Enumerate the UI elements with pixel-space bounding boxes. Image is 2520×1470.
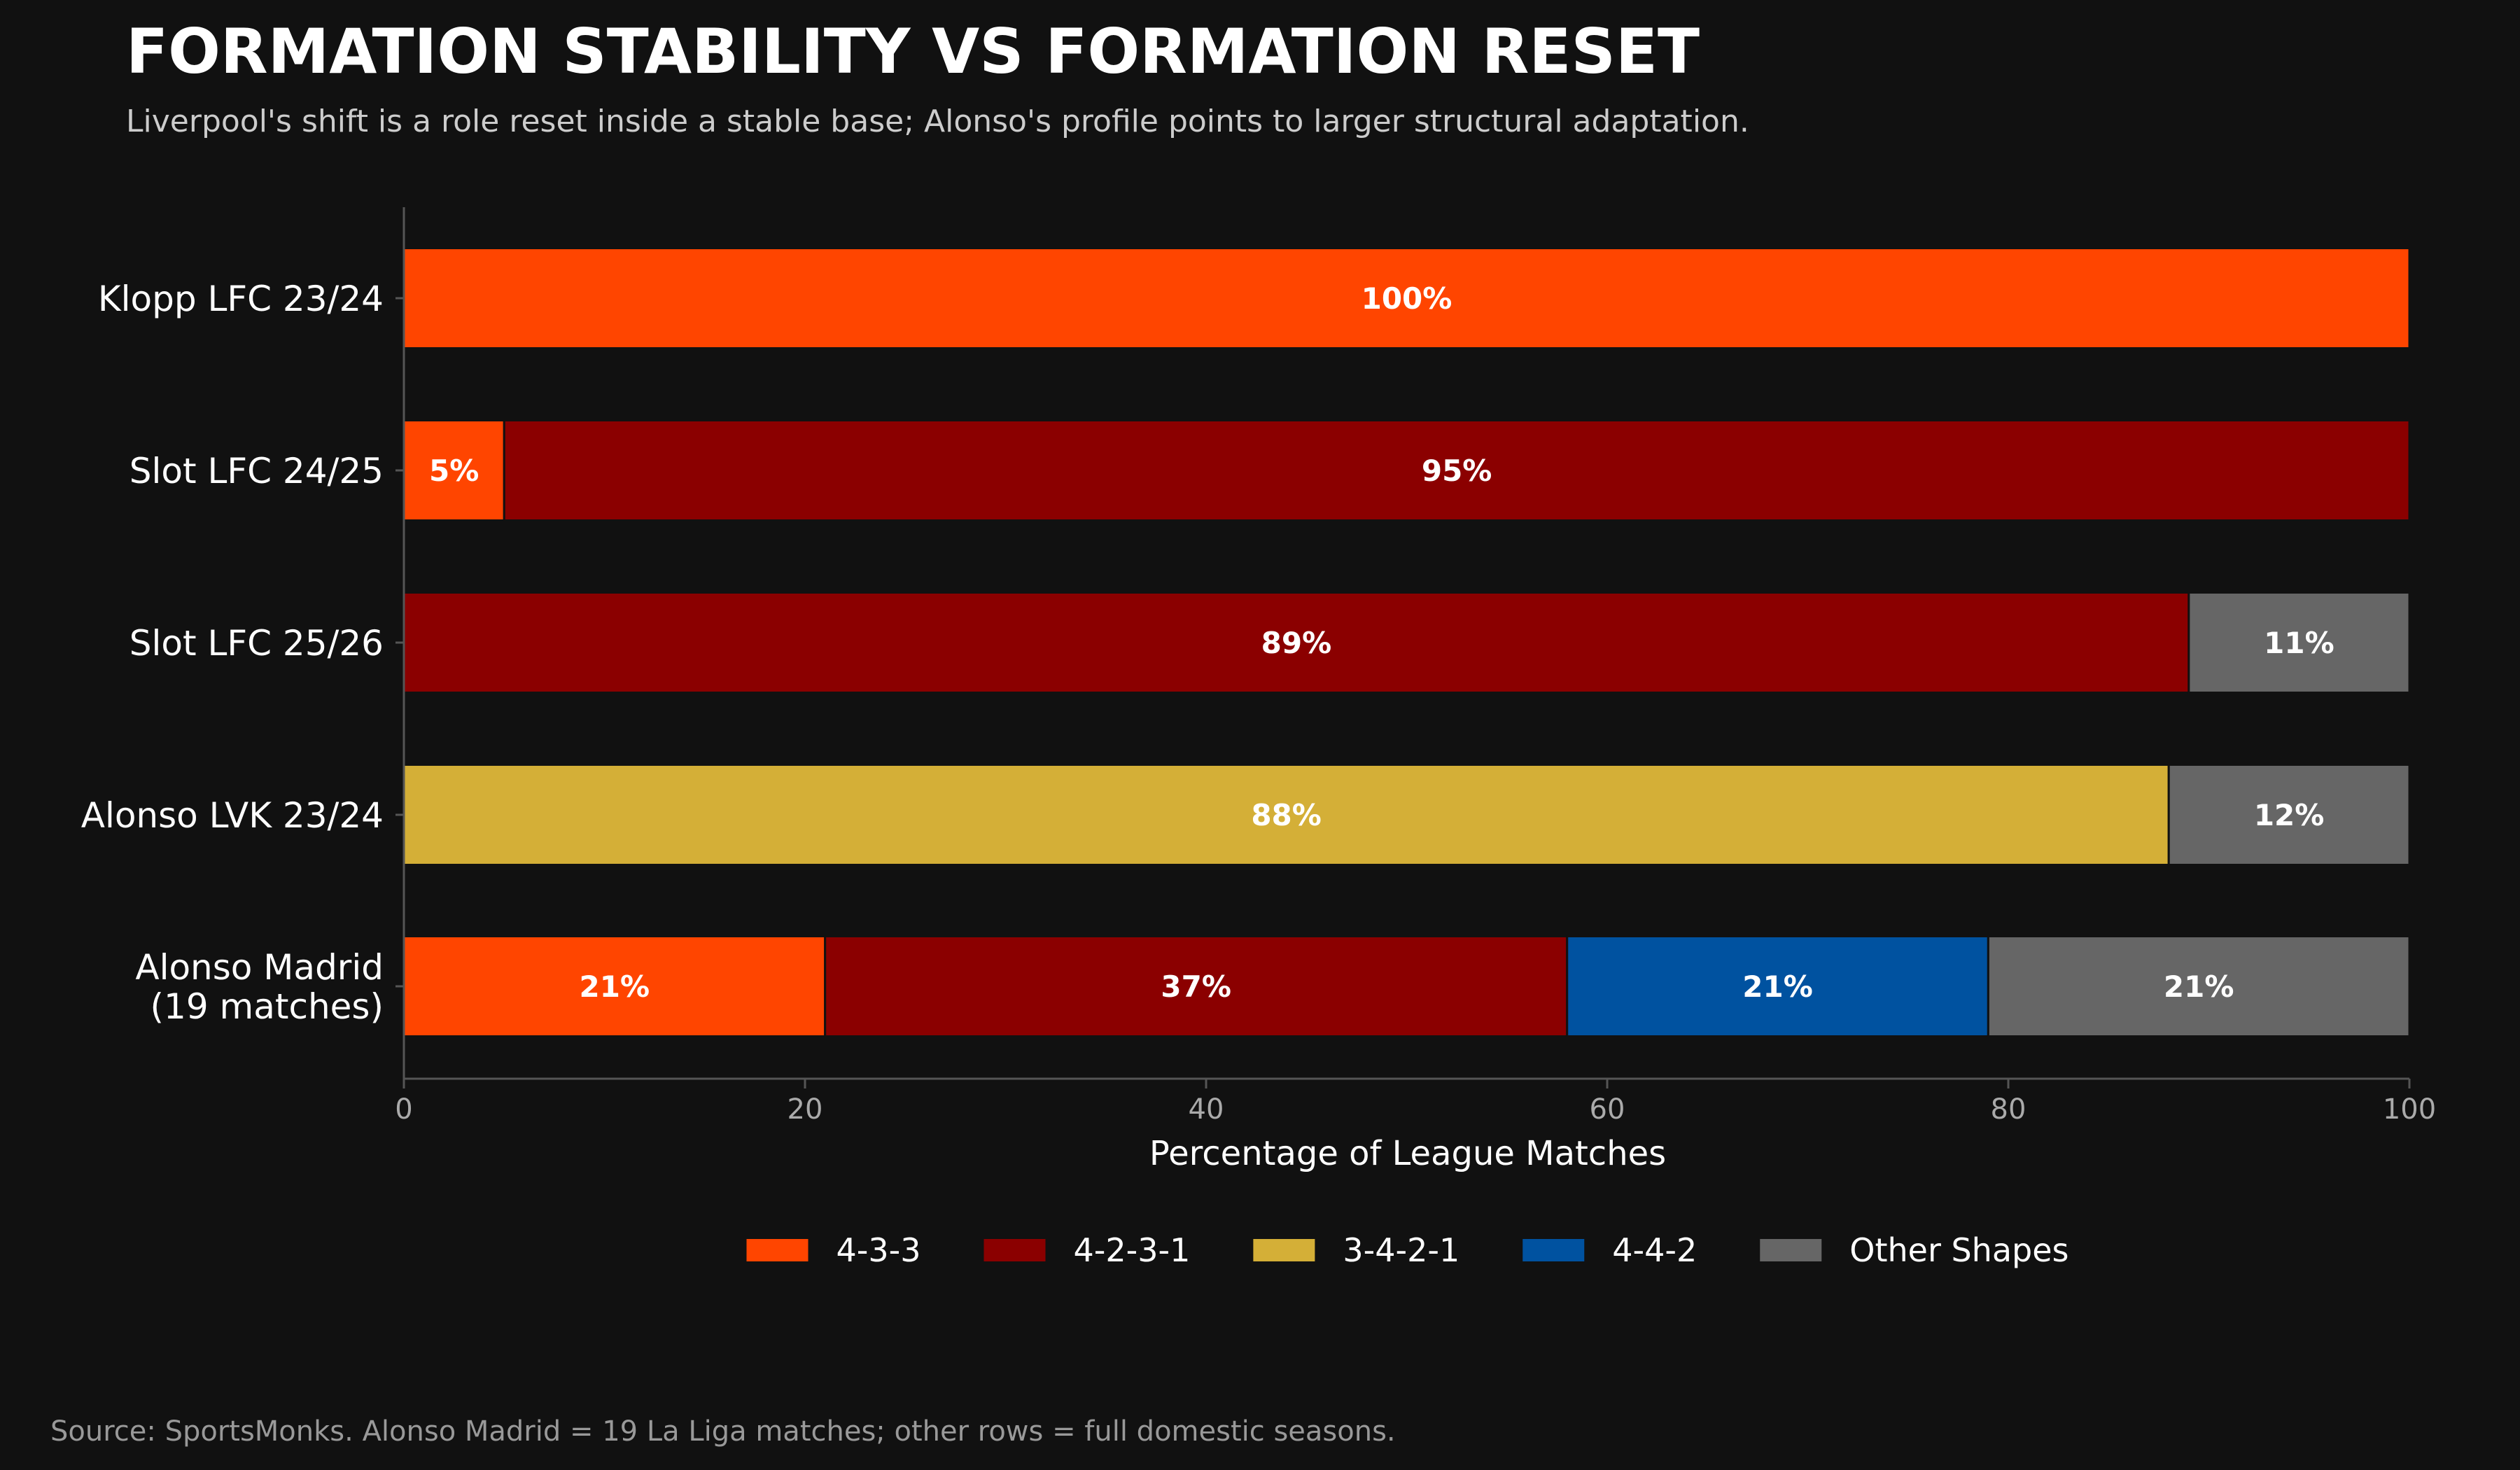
legend-swatch	[1522, 1239, 1585, 1261]
bar-value-label: 21%	[1742, 969, 1813, 1004]
x-axis: 0 20 40 60 80 100	[395, 1077, 2436, 1126]
legend-swatch	[983, 1239, 1046, 1261]
category-label: Alonso Madrid	[135, 947, 384, 988]
legend-swatch	[1253, 1239, 1315, 1261]
bar-value-label: 89%	[1261, 626, 1332, 660]
x-tick-label: 60	[1590, 1093, 1625, 1126]
bar-value-label: 21%	[580, 969, 650, 1004]
legend-label: 4-3-3	[836, 1231, 921, 1269]
bars-layer	[402, 247, 2411, 1037]
bar-segment	[503, 419, 2411, 522]
bar-segment	[402, 247, 2411, 349]
legend-label: 4-2-3-1	[1074, 1231, 1191, 1269]
bar-value-label: 11%	[2264, 626, 2334, 660]
source-note: Source: SportsMonks. Alonso Madrid = 19 …	[50, 1415, 1396, 1448]
legend-label: 3-4-2-1	[1343, 1231, 1460, 1269]
legend-label: 4-4-2	[1612, 1231, 1697, 1269]
bar-segment	[402, 764, 2170, 866]
bar-value-label: 12%	[2254, 798, 2325, 832]
legend-swatch	[1760, 1239, 1822, 1261]
category-label: Alonso LVK 23/24	[81, 795, 384, 836]
category-label: (19 matches)	[150, 986, 384, 1027]
x-tick-label: 40	[1189, 1093, 1224, 1126]
bar-value-label: 95%	[1422, 454, 1492, 488]
bar-value-label: 5%	[429, 454, 479, 488]
bar-value-label: 21%	[2164, 969, 2234, 1004]
x-tick-label: 80	[1991, 1093, 2026, 1126]
data-labels-layer: 100% 5% 95% 89% 11% 88% 12% 21% 37% 21% 21%	[429, 281, 2334, 1004]
bar-segment	[824, 935, 1569, 1037]
y-axis: Klopp LFC 23/24 Slot LFC 24/25 Slot LFC 25…	[81, 207, 405, 1079]
bar-segment	[2188, 592, 2411, 694]
chart-title: FORMATION STABILITY VS FORMATION RESET	[126, 15, 1700, 88]
bar-segment	[402, 592, 2190, 694]
bar-segment	[2167, 764, 2411, 866]
category-label: Klopp LFC 23/24	[98, 279, 384, 319]
bar-segment	[1987, 935, 2411, 1037]
bar-value-label: 37%	[1161, 969, 1231, 1004]
legend: 4-3-3 4-2-3-1 3-4-2-1 4-4-2 Other Shapes	[746, 1231, 2069, 1269]
bar-segment	[1566, 935, 1989, 1037]
x-axis-title: Percentage of League Matches	[1149, 1134, 1666, 1173]
x-tick-label: 0	[395, 1093, 412, 1126]
category-label: Slot LFC 24/25	[130, 451, 384, 491]
x-tick-label: 20	[788, 1093, 823, 1126]
bar-value-label: 88%	[1251, 798, 1322, 832]
legend-swatch	[746, 1239, 808, 1261]
chart-subtitle: Liverpool's shift is a role reset inside…	[126, 104, 1749, 139]
bar-segment	[402, 419, 505, 522]
legend-label: Other Shapes	[1849, 1231, 2068, 1269]
x-tick-label: 100	[2383, 1093, 2436, 1126]
bar-value-label: 100%	[1362, 281, 1452, 316]
category-label: Slot LFC 25/26	[130, 623, 384, 664]
